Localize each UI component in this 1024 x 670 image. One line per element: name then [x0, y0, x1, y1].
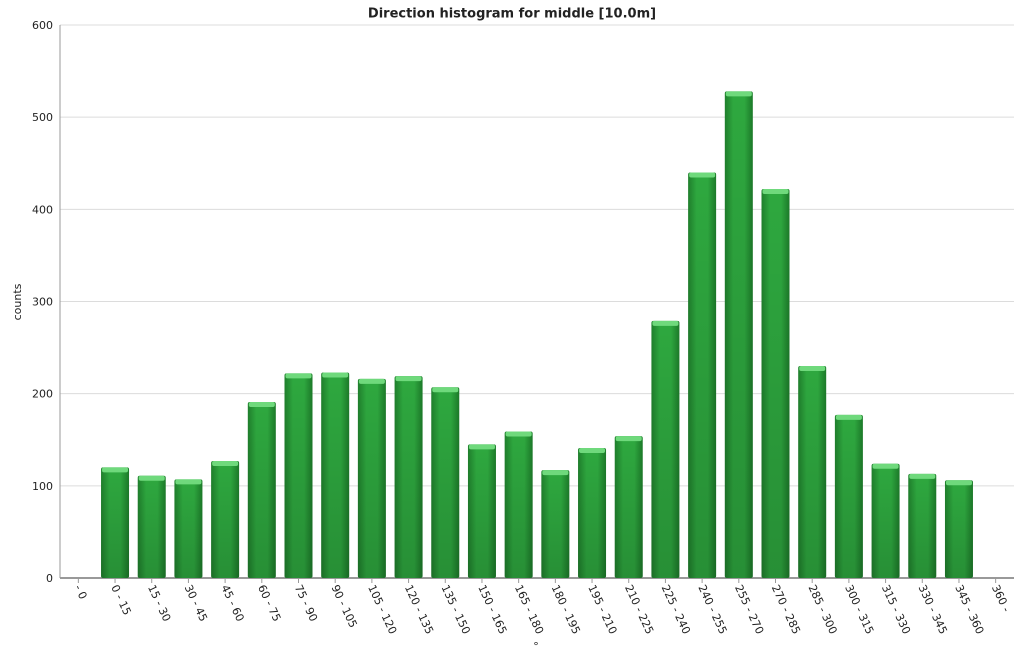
x-tick-label: 210 - 225 — [622, 583, 656, 637]
bar — [357, 378, 386, 578]
bar — [798, 366, 827, 578]
bar — [174, 479, 203, 578]
x-tick-label: 285 - 300 — [805, 583, 839, 637]
x-tick-label: 15 - 30 — [145, 583, 173, 624]
x-tick-label: 45 - 60 — [218, 583, 246, 624]
y-tick-label: 500 — [32, 111, 53, 124]
x-tick-label: - 0 — [72, 583, 90, 602]
x-tick-label: 270 - 285 — [769, 583, 803, 637]
x-tick-label: 240 - 255 — [695, 583, 729, 637]
x-tick-label: 330 - 345 — [916, 583, 950, 637]
x-tick-label: 180 - 195 — [549, 583, 583, 637]
x-tick-label: 345 - 360 — [952, 583, 986, 637]
bar — [578, 448, 607, 578]
x-tick-label: 135 - 150 — [439, 583, 473, 637]
x-tick-label: 30 - 45 — [182, 583, 210, 624]
x-tick-label: 165 - 180 — [512, 583, 546, 637]
x-tick-label: 75 - 90 — [292, 583, 320, 624]
bar — [761, 189, 790, 578]
y-tick-label: 100 — [32, 480, 53, 493]
bar — [211, 460, 240, 578]
bar — [247, 401, 276, 578]
x-tick-label: 225 - 240 — [659, 583, 693, 637]
x-tick-label: 315 - 330 — [879, 583, 913, 637]
bar — [101, 467, 130, 578]
bar — [834, 414, 863, 578]
bar — [137, 475, 166, 578]
bar — [284, 373, 313, 578]
x-tick-label: 360 - — [989, 583, 1013, 614]
bar — [614, 436, 643, 578]
bar — [321, 372, 350, 578]
bar — [871, 463, 900, 578]
x-tick-label: 195 - 210 — [585, 583, 619, 637]
bar — [908, 473, 937, 578]
bar — [431, 387, 460, 578]
x-axis-label: ° — [533, 640, 539, 653]
x-tick-label: 255 - 270 — [732, 583, 766, 637]
x-tick-label: 105 - 120 — [365, 583, 399, 637]
bar — [467, 444, 496, 578]
x-tick-label: 0 - 15 — [108, 583, 133, 617]
x-tick-label: 120 - 135 — [402, 583, 436, 637]
y-tick-label: 200 — [32, 388, 53, 401]
y-tick-label: 600 — [32, 19, 53, 32]
bar — [541, 470, 570, 578]
x-tick-label: 150 - 165 — [475, 583, 509, 637]
x-tick-label: 300 - 315 — [842, 583, 876, 637]
bar — [651, 320, 680, 578]
bar — [394, 376, 423, 578]
bar — [724, 91, 753, 579]
y-tick-label: 300 — [32, 296, 53, 309]
y-tick-label: 400 — [32, 203, 53, 216]
x-tick-label: 60 - 75 — [255, 583, 283, 624]
y-tick-label: 0 — [46, 572, 53, 585]
bar — [944, 480, 973, 578]
y-axis-label: counts — [11, 283, 24, 320]
bar — [504, 431, 533, 578]
x-tick-label: 90 - 105 — [328, 583, 359, 630]
bar — [688, 172, 717, 578]
chart-title: Direction histogram for middle [10.0m] — [368, 7, 656, 22]
